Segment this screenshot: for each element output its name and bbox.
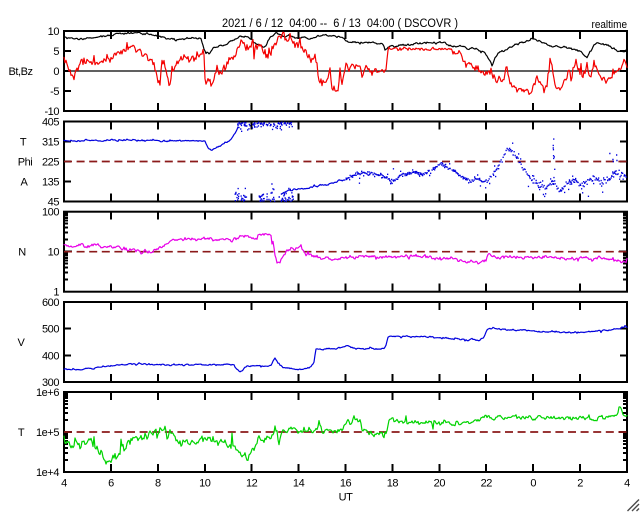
svg-text:100: 100 xyxy=(42,207,59,219)
svg-text:UT: UT xyxy=(339,492,353,504)
svg-text:500: 500 xyxy=(42,324,59,336)
svg-text:300: 300 xyxy=(42,377,59,389)
svg-text:315: 315 xyxy=(42,137,59,149)
svg-text:14: 14 xyxy=(293,478,305,490)
svg-text:V: V xyxy=(18,337,26,349)
svg-text:16: 16 xyxy=(340,478,352,490)
svg-text:10: 10 xyxy=(48,26,60,38)
svg-text:135: 135 xyxy=(42,177,59,189)
svg-text:T: T xyxy=(20,137,27,149)
svg-text:realtime: realtime xyxy=(592,19,628,31)
svg-text:4: 4 xyxy=(61,478,67,490)
svg-text:1: 1 xyxy=(53,287,59,299)
svg-text:2021 / 6 / 12 04:00 -- 6 / 1: 2021 / 6 / 12 04:00 -- 6 / 13 04:00 ( DS… xyxy=(222,18,458,30)
svg-text:22: 22 xyxy=(481,478,493,490)
svg-text:T: T xyxy=(18,427,25,439)
svg-text:8: 8 xyxy=(155,478,161,490)
svg-text:20: 20 xyxy=(434,478,446,490)
svg-text:Phi: Phi xyxy=(18,157,33,169)
svg-text:225: 225 xyxy=(42,157,59,169)
svg-text:45: 45 xyxy=(48,197,60,209)
svg-text:-10: -10 xyxy=(44,106,59,118)
svg-text:12: 12 xyxy=(246,478,258,490)
svg-text:0: 0 xyxy=(530,478,536,490)
svg-text:A: A xyxy=(21,177,29,189)
svg-text:0: 0 xyxy=(53,66,59,78)
svg-text:4: 4 xyxy=(624,478,630,490)
svg-text:1e+5: 1e+5 xyxy=(36,427,59,439)
svg-text:N: N xyxy=(18,247,26,259)
svg-text:-5: -5 xyxy=(50,86,59,98)
svg-text:5: 5 xyxy=(53,46,59,58)
svg-text:405: 405 xyxy=(42,117,59,129)
svg-text:10: 10 xyxy=(48,247,60,259)
svg-text:6: 6 xyxy=(108,478,114,490)
svg-text:1e+6: 1e+6 xyxy=(36,387,59,399)
svg-text:Bt,Bz: Bt,Bz xyxy=(8,66,32,78)
svg-text:10: 10 xyxy=(199,478,211,490)
svg-text:1e+4: 1e+4 xyxy=(36,467,59,479)
svg-text:600: 600 xyxy=(42,297,59,309)
svg-text:400: 400 xyxy=(42,350,59,362)
svg-text:2: 2 xyxy=(577,478,583,490)
svg-text:18: 18 xyxy=(387,478,399,490)
